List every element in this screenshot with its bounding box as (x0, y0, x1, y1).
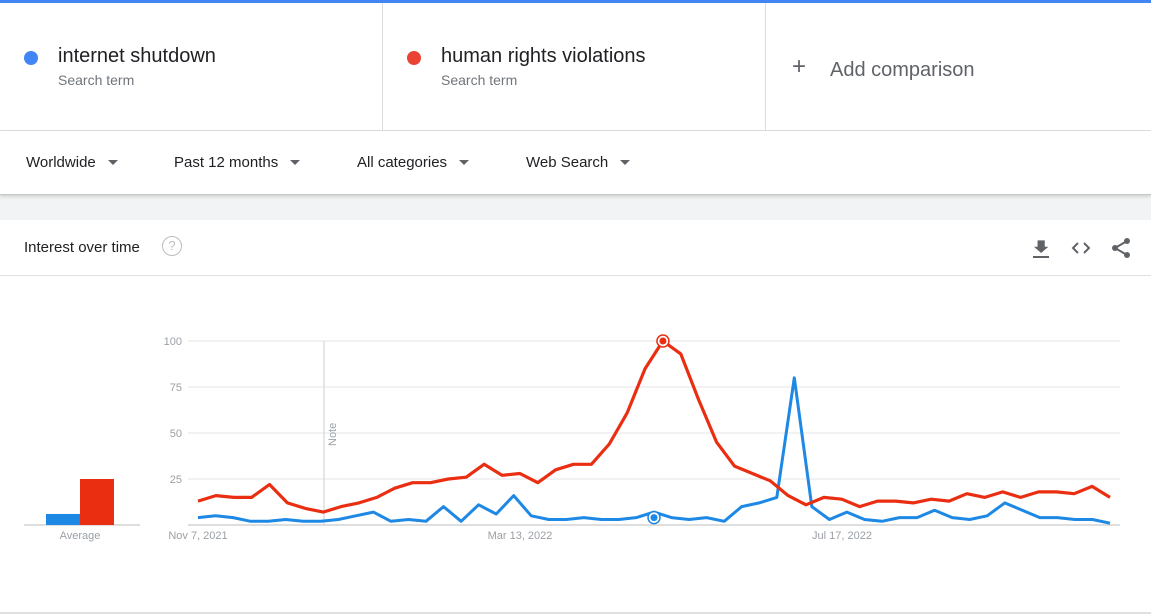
hover-marker-dot (659, 337, 667, 345)
caret-down-icon (107, 160, 118, 165)
caret-down-icon (459, 160, 470, 165)
note-annotation[interactable]: Note (323, 341, 339, 525)
x-axis-labels: Nov 7, 2021 Mar 13, 2022 Jul 17, 2022 (168, 530, 872, 542)
search-terms-bar: internet shutdown Search term human righ… (0, 3, 1151, 131)
caret-down-icon (620, 160, 631, 165)
card-title: Interest over time (24, 239, 140, 256)
category-dropdown-label: All categories (357, 154, 448, 171)
search-term-1[interactable]: internet shutdown Search term (0, 3, 383, 130)
hover-marker-dot (650, 514, 658, 522)
y-tick-label: 50 (170, 428, 182, 440)
region-dropdown-label: Worldwide (26, 154, 96, 171)
y-tick-label: 25 (170, 474, 182, 486)
x-tick-label: Mar 13, 2022 (488, 530, 553, 542)
download-icon[interactable] (1029, 236, 1053, 260)
category-dropdown[interactable]: All categories (357, 154, 470, 171)
caret-down-icon (290, 160, 301, 165)
bottom-divider (0, 612, 1151, 614)
region-dropdown[interactable]: Worldwide (26, 154, 118, 171)
x-tick-label: Jul 17, 2022 (812, 530, 872, 542)
search-type-dropdown-label: Web Search (526, 154, 609, 171)
average-bars: Average (24, 479, 140, 542)
average-label: Average (60, 530, 101, 542)
y-tick-label: 100 (164, 336, 182, 348)
y-tick-label: 75 (170, 382, 182, 394)
embed-code-icon[interactable] (1069, 236, 1093, 260)
help-icon[interactable]: ? (162, 236, 182, 256)
plus-icon: + (792, 53, 807, 80)
note-label[interactable]: Note (327, 423, 339, 446)
series-lines (197, 334, 1111, 525)
search-term-name: human rights violations (441, 45, 646, 67)
search-term-type: Search term (58, 72, 135, 88)
x-tick-label: Nov 7, 2021 (168, 530, 227, 542)
series-line-2 (197, 339, 1111, 514)
search-type-dropdown[interactable]: Web Search (526, 154, 631, 171)
search-term-type: Search term (441, 72, 518, 88)
term-color-dot-1 (24, 51, 38, 65)
share-icon[interactable] (1109, 236, 1133, 260)
term-color-dot-2 (407, 51, 421, 65)
interest-chart[interactable]: Average 100 75 50 25 Note Nov 7, 2021 Mar 13… (0, 276, 1151, 612)
series-line-1 (197, 376, 1111, 525)
search-term-2[interactable]: human rights violations Search term (383, 3, 766, 130)
average-bar-2 (80, 479, 114, 525)
add-comparison-label: Add comparison (830, 59, 975, 81)
interest-over-time-card: Interest over time ? Average 100 75 50 (0, 220, 1151, 612)
card-header: Interest over time ? (0, 220, 1151, 276)
add-comparison-button[interactable]: + Add comparison (766, 3, 1151, 130)
top-accent-bar (0, 0, 1151, 3)
search-term-name: internet shutdown (58, 45, 216, 67)
average-bar-1 (46, 513, 80, 525)
chart-grid: 100 75 50 25 (164, 336, 1120, 526)
time-range-dropdown[interactable]: Past 12 months (174, 154, 301, 171)
time-range-dropdown-label: Past 12 months (174, 154, 279, 171)
filters-bar: Worldwide Past 12 months All categories … (0, 131, 1151, 195)
